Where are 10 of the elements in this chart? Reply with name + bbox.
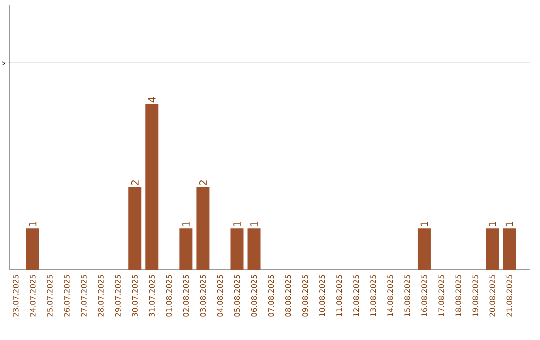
data-label: 1 [250,222,258,226]
data-label: 2 [131,180,139,186]
data-label: 1 [29,222,37,226]
data-label: 1 [420,222,428,226]
data-label: 2 [199,180,207,186]
data-label: 1 [506,222,514,226]
data-label: 1 [182,222,190,226]
data-label: 1 [234,222,241,226]
data-label: 1 [488,222,496,226]
data-label: 4 [148,97,156,103]
